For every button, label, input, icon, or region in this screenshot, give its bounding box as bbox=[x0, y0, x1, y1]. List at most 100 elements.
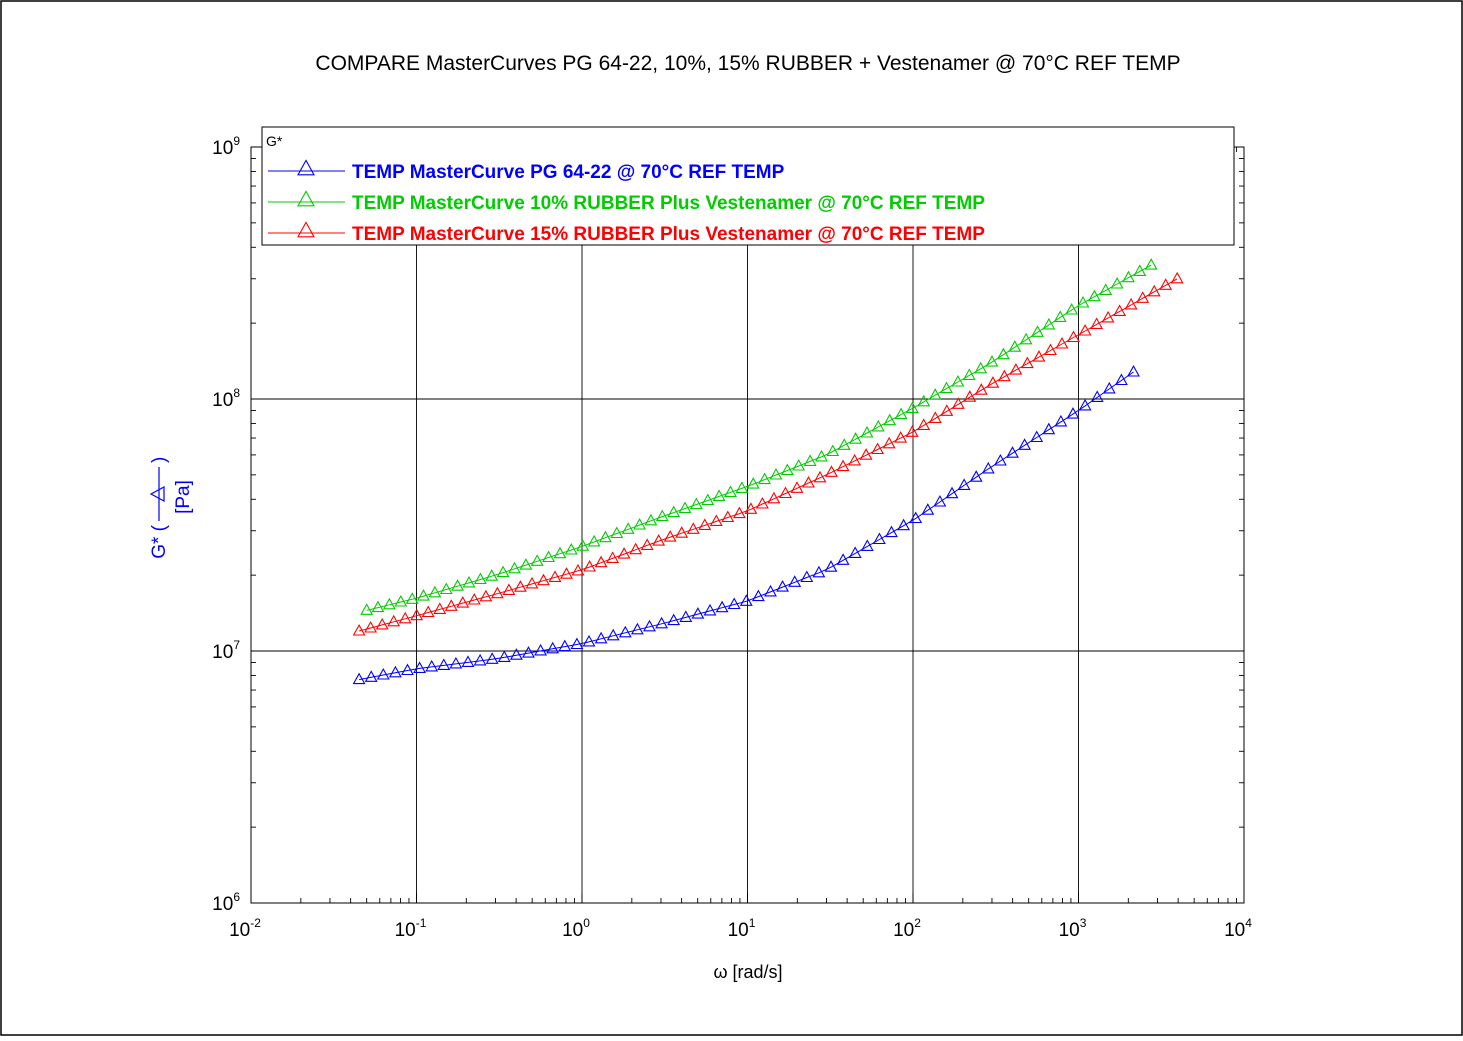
data-point bbox=[825, 465, 838, 477]
data-point bbox=[490, 586, 504, 599]
data-point bbox=[451, 579, 465, 591]
data-point bbox=[860, 539, 874, 551]
data-point bbox=[643, 619, 656, 632]
data-point bbox=[398, 611, 412, 624]
data-point bbox=[921, 503, 935, 515]
data-point bbox=[1170, 271, 1184, 284]
data-point bbox=[571, 563, 585, 576]
data-point bbox=[421, 605, 435, 618]
data-point bbox=[678, 501, 692, 514]
data-point bbox=[917, 394, 931, 407]
data-point bbox=[1078, 398, 1092, 411]
data-point bbox=[703, 603, 717, 616]
data-point bbox=[802, 475, 815, 488]
data-point bbox=[509, 648, 523, 660]
data-point bbox=[461, 655, 475, 667]
data-point bbox=[724, 485, 737, 497]
data-point bbox=[352, 623, 366, 636]
legend-box bbox=[261, 126, 1235, 246]
data-point bbox=[813, 470, 827, 483]
data-point bbox=[996, 347, 1010, 360]
data-point bbox=[598, 530, 612, 543]
legend-entry: TEMP MasterCurve PG 64-22 @ 70°C REF TEM… bbox=[268, 159, 785, 183]
legend-title: G* bbox=[266, 133, 283, 149]
data-point bbox=[473, 572, 487, 585]
data-point bbox=[655, 509, 669, 522]
data-point bbox=[836, 459, 850, 472]
data-point bbox=[1031, 325, 1044, 337]
x-tick-label: 101 bbox=[728, 916, 756, 941]
data-point bbox=[1110, 276, 1124, 289]
data-point bbox=[1147, 284, 1161, 297]
data-point bbox=[594, 555, 608, 568]
legend-marker bbox=[297, 221, 315, 238]
data-point bbox=[444, 599, 458, 611]
data-point bbox=[849, 432, 863, 444]
data-point bbox=[667, 613, 681, 626]
x-tick-label: 102 bbox=[893, 916, 921, 941]
data-point bbox=[746, 477, 760, 489]
y-tick-labels: 106 107 108 109 bbox=[212, 134, 240, 915]
data-point bbox=[594, 631, 608, 644]
data-point bbox=[394, 594, 408, 607]
data-point bbox=[387, 614, 401, 627]
y-axis-unit: [Pa] bbox=[173, 480, 194, 514]
data-point bbox=[679, 610, 693, 622]
data-point bbox=[836, 553, 850, 565]
data-point bbox=[655, 616, 669, 629]
data-point bbox=[780, 463, 794, 476]
data-point bbox=[1067, 330, 1080, 343]
data-point bbox=[1042, 422, 1056, 435]
data-point bbox=[860, 425, 874, 438]
data-point bbox=[1124, 297, 1138, 310]
data-point bbox=[894, 407, 908, 420]
data-point bbox=[751, 589, 765, 602]
data-point bbox=[985, 355, 999, 367]
data-point bbox=[701, 493, 715, 506]
data-point bbox=[652, 534, 666, 546]
data-point bbox=[439, 582, 453, 595]
data-point bbox=[1133, 264, 1147, 276]
data-point bbox=[456, 596, 470, 608]
data-point bbox=[534, 643, 548, 656]
y-axis-label: G* ( bbox=[149, 524, 170, 558]
y-tick-label: 106 bbox=[212, 890, 240, 915]
data-point bbox=[371, 600, 385, 613]
data-point bbox=[437, 658, 451, 670]
data-point bbox=[479, 589, 493, 602]
data-point bbox=[940, 404, 954, 416]
data-point bbox=[1101, 310, 1115, 323]
data-point bbox=[721, 510, 735, 523]
data-point bbox=[537, 573, 550, 586]
data-point bbox=[1102, 381, 1116, 394]
legend-label: TEMP MasterCurve PG 64-22 @ 70°C REF TEM… bbox=[352, 162, 785, 183]
data-point bbox=[712, 489, 726, 501]
data-point bbox=[951, 374, 965, 387]
data-point bbox=[767, 491, 781, 504]
data-point bbox=[1066, 407, 1080, 419]
y-tick-label: 107 bbox=[212, 638, 240, 663]
data-point bbox=[788, 575, 802, 587]
data-point bbox=[803, 454, 817, 466]
data-point bbox=[1030, 430, 1044, 443]
data-point bbox=[376, 667, 390, 680]
data-point bbox=[986, 376, 1000, 388]
data-point bbox=[928, 388, 942, 400]
data-point bbox=[882, 436, 896, 449]
data-point bbox=[558, 639, 572, 652]
data-point bbox=[388, 665, 402, 678]
data-point bbox=[502, 583, 516, 595]
data-point bbox=[897, 518, 911, 531]
data-point bbox=[1076, 295, 1090, 308]
data-point bbox=[1054, 414, 1068, 427]
data-point bbox=[698, 518, 712, 530]
y-axis-label-marker-icon bbox=[149, 467, 165, 521]
data-point bbox=[663, 530, 677, 542]
data-point bbox=[610, 526, 624, 539]
data-point bbox=[894, 431, 908, 443]
data-point bbox=[1006, 446, 1019, 458]
legend-entry: TEMP MasterCurve 10% RUBBER Plus Vestena… bbox=[268, 190, 985, 214]
data-point bbox=[732, 506, 746, 519]
data-point bbox=[583, 559, 597, 572]
data-point bbox=[405, 592, 419, 604]
